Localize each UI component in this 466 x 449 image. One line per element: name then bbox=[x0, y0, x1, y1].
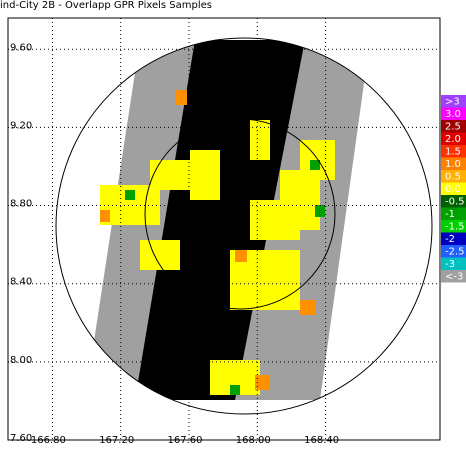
legend-label: 2.0 bbox=[445, 134, 461, 145]
legend-swatch bbox=[441, 257, 466, 270]
legend-swatch bbox=[441, 220, 466, 233]
legend-swatch bbox=[441, 195, 466, 208]
y-tick-label: 9.20 bbox=[10, 120, 32, 131]
legend-label: 3.0 bbox=[445, 109, 461, 120]
x-tick-label: 168.40 bbox=[304, 435, 339, 446]
legend-label: -1.5 bbox=[445, 222, 465, 233]
outer-ring bbox=[55, 37, 433, 415]
legend-swatch bbox=[441, 245, 466, 258]
y-tick-label: 9.60 bbox=[10, 42, 32, 53]
title: ind-City 2B - Overlapp GPR Pixels Sample… bbox=[0, 0, 212, 11]
legend-label: 0.5 bbox=[445, 172, 461, 183]
legend-swatch bbox=[441, 232, 466, 245]
y-tick-label: 8.80 bbox=[10, 199, 32, 210]
swath bbox=[85, 40, 370, 400]
legend-label: 1.0 bbox=[445, 159, 461, 170]
y-tick-label: 8.00 bbox=[10, 355, 32, 366]
legend-label: -2.5 bbox=[445, 247, 465, 258]
legend-swatch bbox=[441, 170, 466, 183]
legend-label: -0.5 bbox=[445, 197, 465, 208]
legend-label: 2.5 bbox=[445, 122, 461, 133]
legend-swatch bbox=[441, 132, 466, 145]
legend-swatch bbox=[441, 120, 466, 133]
y-tick-label: 8.40 bbox=[10, 277, 32, 288]
y-tick-label: 7.60 bbox=[10, 433, 32, 444]
x-tick-label: 166.80 bbox=[31, 435, 66, 446]
x-tick-label: 168.00 bbox=[236, 435, 271, 446]
x-tick-label: 167.60 bbox=[167, 435, 202, 446]
legend-swatch bbox=[441, 107, 466, 120]
x-tick-label: 167.20 bbox=[99, 435, 134, 446]
legend-swatch bbox=[441, 95, 466, 108]
legend-label: 1.5 bbox=[445, 147, 461, 158]
legend-swatch bbox=[441, 145, 466, 158]
legend-label: 0.0 bbox=[445, 184, 461, 195]
legend-label: -3 bbox=[445, 259, 455, 270]
legend-swatch bbox=[441, 270, 466, 283]
legend-label: -2 bbox=[445, 234, 455, 245]
legend-swatch bbox=[441, 157, 466, 170]
legend-label: >3 bbox=[445, 97, 460, 108]
inner-ring bbox=[144, 118, 336, 310]
legend-swatch bbox=[441, 182, 466, 195]
legend-label: <-3 bbox=[445, 272, 463, 283]
legend-swatch bbox=[441, 207, 466, 220]
legend-label: -1 bbox=[445, 209, 455, 220]
